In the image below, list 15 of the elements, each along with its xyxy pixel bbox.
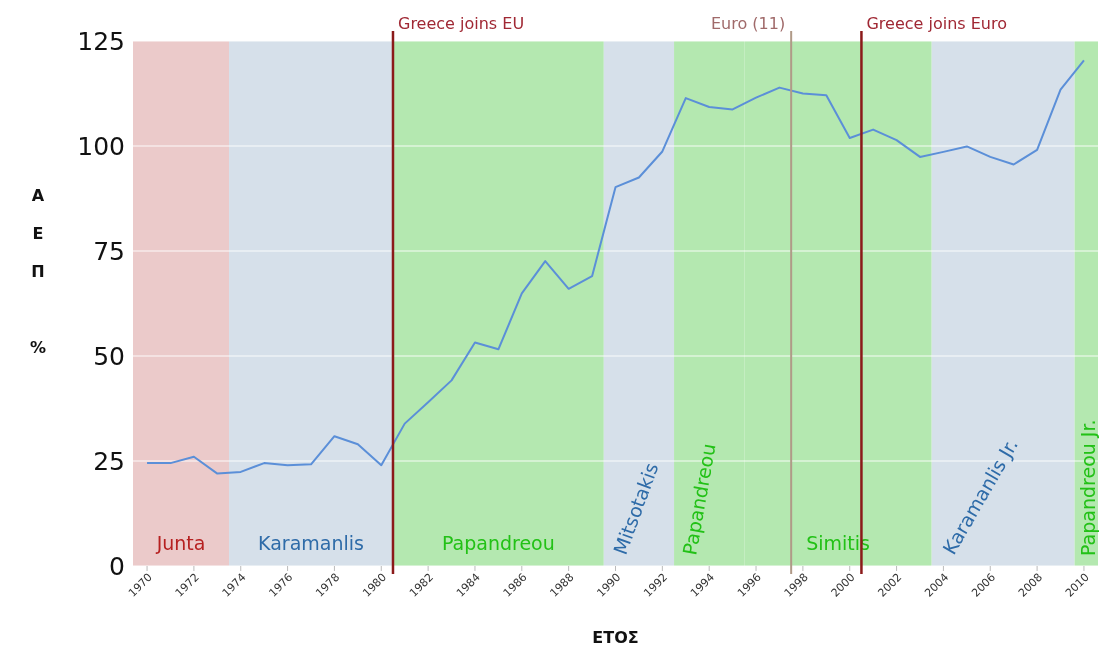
band-label: Papandreou Jr. xyxy=(1076,419,1099,556)
y-tick-label: 25 xyxy=(93,446,125,476)
band-label: Junta xyxy=(155,532,206,554)
band-label: Karamanlis xyxy=(258,532,364,554)
ref-line-label: Greece joins Euro xyxy=(866,14,1007,33)
band-label: Papandreou xyxy=(441,532,555,554)
y-tick-label: 125 xyxy=(77,26,125,56)
y-tick-label: 100 xyxy=(77,131,125,161)
ref-line-label: Greece joins EU xyxy=(397,14,525,33)
y-tick-label: 0 xyxy=(109,551,125,581)
y-tick-label: 50 xyxy=(93,341,125,371)
y-axis-title: ΑΕΠ % xyxy=(28,186,48,376)
x-axis-title: ΕΤΟΣ xyxy=(592,628,639,647)
y-tick-label: 75 xyxy=(93,236,125,266)
ref-line-label: Euro (11) xyxy=(710,14,786,33)
